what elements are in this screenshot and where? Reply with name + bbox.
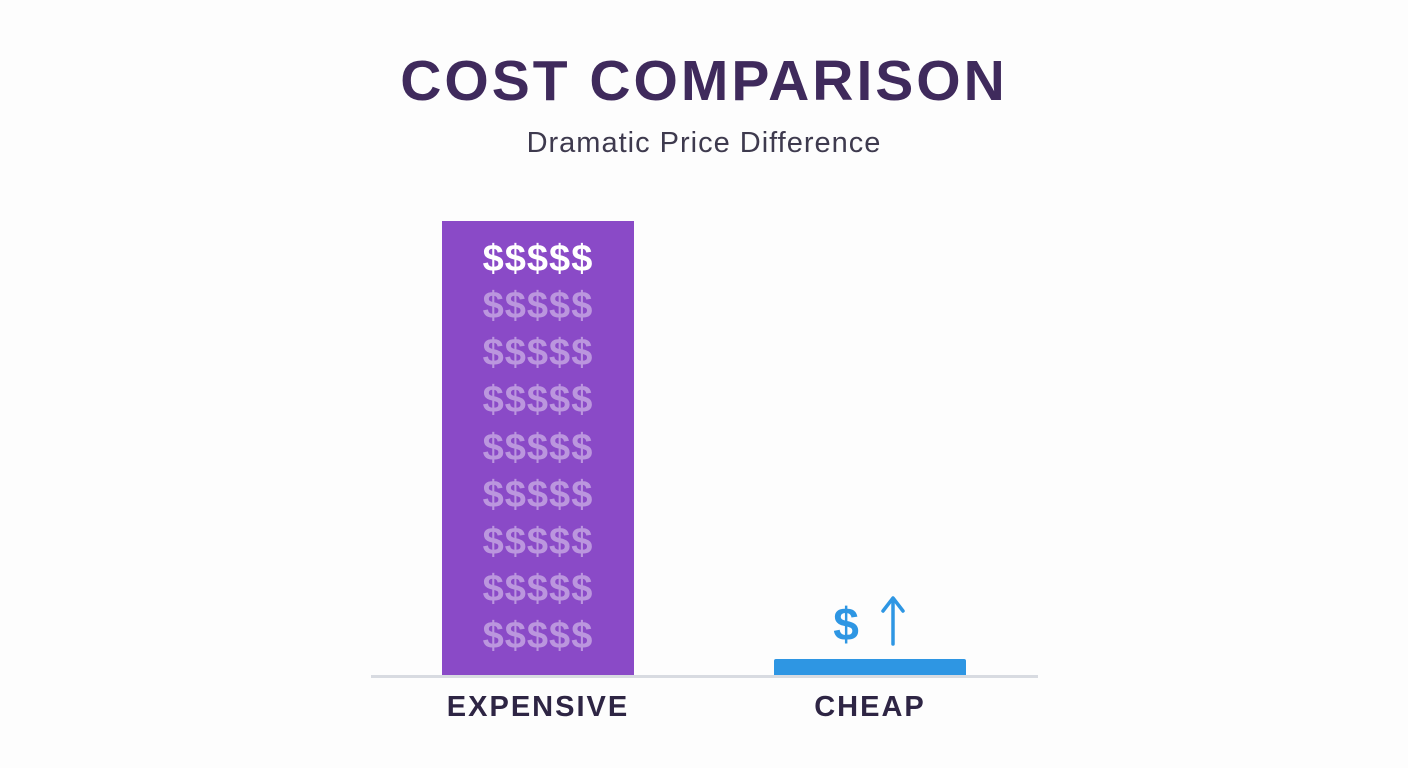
dollar-row: $$$$$ [482, 379, 594, 422]
dollar-row: $$$$$ [482, 332, 594, 375]
up-arrow-icon [881, 596, 905, 646]
cheap-annotation: $ [774, 592, 966, 648]
dollar-row: $$$$$ [482, 615, 594, 657]
page-subtitle: Dramatic Price Difference [526, 127, 882, 159]
axis-baseline [371, 675, 1038, 678]
expensive-label: EXPENSIVE [446, 691, 630, 723]
dollar-row: $$$$$ [482, 285, 594, 328]
dollar-row: $$$$$ [482, 473, 594, 516]
expensive-bar: $$$$$ $$$$$ $$$$$ $$$$$ $$$$$ $$$$$ $$$$$ $$$$$… [442, 221, 634, 676]
dollar-row: $$$$$ [482, 520, 594, 563]
expensive-dollar-rows: $$$$$ $$$$$ $$$$$ $$$$$ $$$$$ $$$$$ $$$$$ $$$$$… [442, 221, 634, 676]
dollar-row: $$$$$ [482, 426, 594, 469]
page-title: COST COMPARISON [400, 49, 1008, 113]
cheap-bar [774, 659, 966, 676]
dollar-sign: $ [833, 598, 859, 650]
dollar-row: $$$$$ [482, 567, 594, 610]
cheap-label: CHEAP [814, 691, 926, 723]
dollar-row: $$$$$ [482, 238, 594, 280]
